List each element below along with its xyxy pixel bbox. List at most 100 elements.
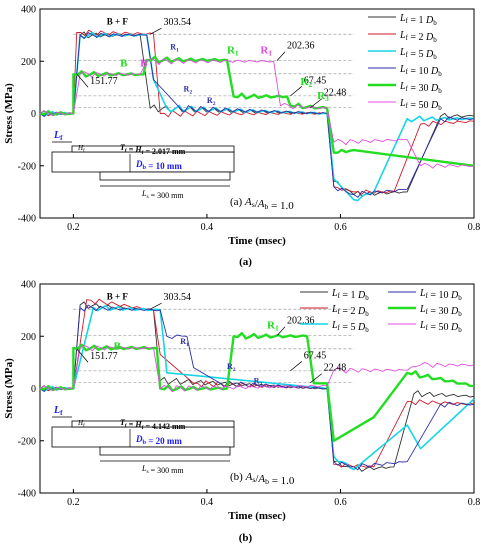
inset-h-label: Hf	[77, 419, 85, 429]
region-label: R1	[170, 42, 179, 53]
region-label: R2	[300, 76, 312, 89]
region-label: B + F	[107, 292, 129, 302]
region-label: R2	[184, 84, 193, 95]
x-tick-label: 0.8	[468, 497, 481, 508]
region-label: B	[140, 57, 148, 69]
legend: Lf = 1 Db Lf = 2 Db Lf = 5 Db Lf = 10 Db Lf …	[368, 13, 442, 112]
series-line	[39, 304, 475, 471]
y-tick-label: 400	[21, 5, 36, 16]
x-tick-label: 0.6	[334, 497, 347, 508]
value-label: 303.54	[164, 17, 192, 28]
y-tick-label: 400	[21, 280, 36, 291]
value-label: 151.77	[90, 351, 118, 362]
legend-label: Lf = 30 Db	[419, 304, 462, 318]
legend-label: Lf = 10 Db	[399, 64, 442, 78]
inset-schematic: Lf Hf Tf = Hf = 2.017 mm Db = 10 mm Ls = 300…	[51, 130, 235, 200]
inset-shaft	[99, 171, 231, 181]
x-axis-label: Time (msec)	[228, 235, 286, 247]
legend-label: Lf = 1 Db	[399, 13, 437, 27]
x-tick-label: 0.8	[468, 222, 481, 233]
y-tick-label: -200	[18, 161, 36, 172]
series-line	[39, 298, 475, 468]
y-tick-label: 200	[21, 332, 36, 343]
value-leader	[290, 86, 302, 97]
plot-frame	[39, 283, 475, 494]
inset-lf-label: Lf	[53, 130, 63, 142]
y-axis-label: Stress (MPa)	[3, 358, 15, 419]
caption-b: (b)	[238, 532, 253, 544]
inset-d-label: Db = 20 mm	[135, 434, 182, 446]
value-leader	[76, 73, 89, 88]
inset-flange	[71, 420, 235, 428]
y-tick-label: -400	[18, 489, 36, 500]
region-label: R1	[267, 319, 279, 332]
inset-d-label: Db = 10 mm	[135, 159, 182, 171]
region-label: R2	[227, 362, 236, 373]
inset-lf-label: Lf	[53, 405, 63, 417]
chart-panel-b: -400 -200 0 200 400 0.2 0.4 0.6 0.8 Time (msec) St…	[0, 275, 491, 535]
legend-label: Lf = 5 Db	[331, 320, 369, 334]
legend: Lf = 1 Db Lf = 2 Db Lf = 5 Db Lf = 10 Db Lf …	[300, 288, 462, 334]
value-leader	[276, 51, 286, 61]
region-label: B	[113, 340, 121, 352]
x-tick-label: 0.4	[201, 222, 214, 233]
value-label: 202.36	[287, 41, 315, 52]
x-tick-label: 0.6	[334, 222, 347, 233]
value-label: 151.77	[90, 76, 118, 87]
x-tick-label: 0.4	[201, 497, 214, 508]
legend-label: Lf = 50 Db	[419, 320, 462, 334]
value-leader	[310, 98, 322, 108]
legend-label: Lf = 10 Db	[419, 288, 462, 302]
region-label: B + F	[107, 17, 129, 27]
series-line	[39, 57, 475, 169]
value-label: 22.48	[324, 88, 347, 99]
value-leader	[150, 27, 162, 35]
value-leader	[76, 348, 89, 363]
series-line	[39, 32, 475, 198]
y-tick-label: -400	[18, 214, 36, 225]
y-tick-label: 200	[21, 57, 36, 68]
inset-t-label: Tf = Hf = 4.142 mm	[120, 418, 186, 431]
value-leader	[310, 373, 322, 383]
value-label: 67.45	[304, 75, 327, 86]
y-tick-label: -200	[18, 436, 36, 447]
legend-label: Lf = 2 Db	[331, 304, 369, 318]
x-tick-label: 0.2	[67, 222, 80, 233]
value-label: 303.54	[164, 292, 192, 303]
legend-label: Lf = 2 Db	[399, 30, 437, 44]
chart-a-svg: -400 -200 0 200 400 0.2 0.4 0.6 0.8 Time (msec) St…	[3, 5, 481, 248]
value-leader	[290, 361, 302, 372]
series-line	[39, 301, 475, 472]
value-label: 202.36	[287, 316, 315, 327]
inset-shaft	[99, 446, 231, 456]
value-label: 67.45	[304, 350, 327, 361]
y-tick-label: 0	[31, 109, 36, 120]
inset-h-label: Hf	[77, 144, 85, 154]
value-leader	[276, 326, 286, 336]
x-tick-label: 0.2	[67, 497, 80, 508]
series-line	[39, 344, 475, 393]
region-label: R2	[207, 96, 216, 107]
y-axis-label: Stress (MPa)	[3, 83, 15, 144]
region-label: B	[120, 57, 128, 69]
chart-b-svg: -400 -200 0 200 400 0.2 0.4 0.6 0.8 Time (msec) St…	[3, 280, 481, 523]
x-axis-label: Time (msec)	[228, 510, 286, 522]
inset-schematic: Lf Hf Tf = Hf = 4.142 mm Db = 20 mm Ls = 300…	[51, 405, 235, 475]
legend-label: Lf = 5 Db	[399, 47, 437, 61]
legend-label: Lf = 1 Db	[331, 288, 369, 302]
region-label: R1	[180, 337, 189, 348]
y-tick-label: 0	[31, 384, 36, 395]
chart-panel-a: -400 -200 0 200 400 0.2 0.4 0.6 0.8 Time (msec) St…	[0, 0, 491, 260]
value-leader	[150, 302, 162, 310]
legend-label: Lf = 30 Db	[399, 81, 442, 95]
panel-annotation: (a) As/Ab = 1.0	[230, 196, 294, 212]
value-label: 22.48	[324, 363, 347, 374]
caption-a: (a)	[239, 256, 252, 268]
series-line	[39, 304, 475, 471]
inset-t-label: Tf = Hf = 2.017 mm	[120, 143, 186, 156]
region-label: R2	[254, 376, 263, 387]
panel-annotation: (b) As/Ab = 1.0	[230, 471, 295, 487]
inset-flange	[71, 145, 235, 153]
legend-label: Lf = 50 Db	[399, 98, 442, 112]
inset-ls-label: Ls = 300 mm	[141, 464, 184, 475]
